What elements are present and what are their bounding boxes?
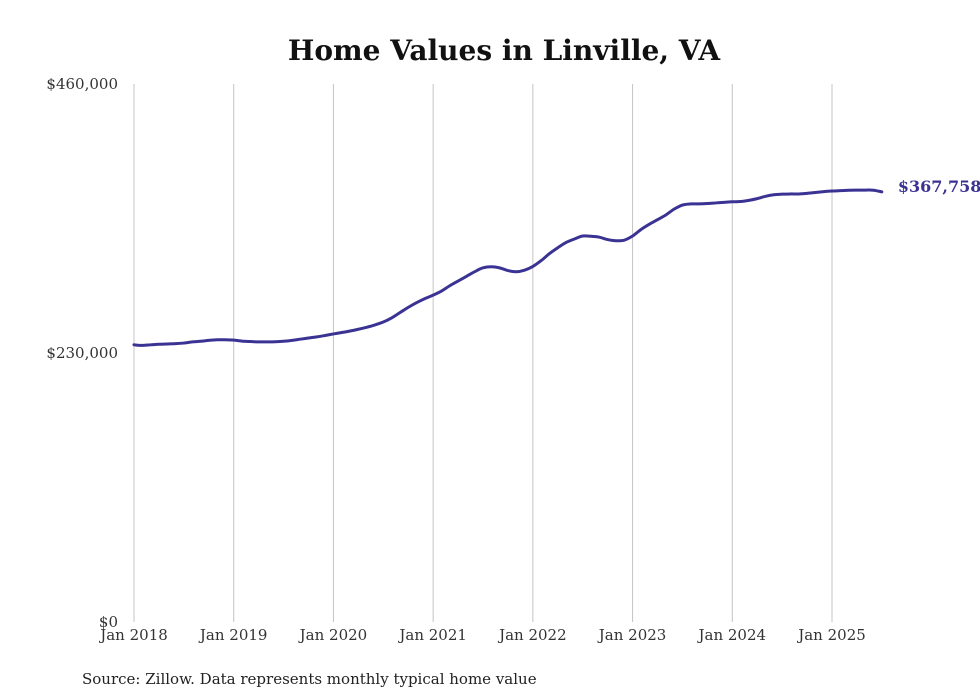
y-tick-label: $230,000 (46, 344, 118, 362)
y-tick-label: $0 (99, 613, 118, 631)
x-tick-label: Jan 2021 (397, 626, 467, 644)
x-tick-label: Jan 2018 (98, 626, 168, 644)
series-line-0 (132, 188, 884, 347)
y-tick-label: $460,000 (46, 75, 118, 93)
x-tick-label: Jan 2020 (298, 626, 368, 644)
x-axis-ticks: Jan 2018 Jan 2019 Jan 2020 Jan 2021 Jan 2022… (98, 626, 866, 644)
end-value-label: $367,758 (898, 177, 980, 196)
x-tick-label: Jan 2019 (198, 626, 268, 644)
x-tick-label: Jan 2025 (796, 626, 866, 644)
x-tick-label: Jan 2024 (697, 626, 767, 644)
gridlines (133, 84, 833, 622)
x-tick-label: Jan 2023 (597, 626, 667, 644)
x-tick-label: Jan 2022 (497, 626, 567, 644)
source-note: Source: Zillow. Data represents monthly … (82, 670, 537, 688)
series-layer (132, 188, 884, 347)
chart-title: Home Values in Linville, VA (288, 34, 721, 67)
y-axis-ticks: $0 $230,000 $460,000 (46, 75, 118, 631)
